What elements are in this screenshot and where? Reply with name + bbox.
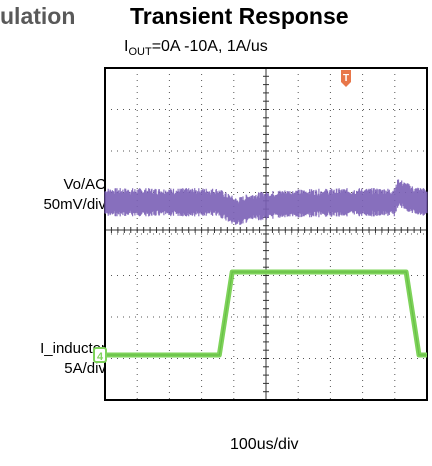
channel-4-marker: 4 — [93, 347, 107, 363]
page-title: Transient Response — [130, 3, 349, 29]
vout-trace — [104, 179, 428, 225]
trigger-marker: T — [341, 70, 351, 87]
channel-marker-box — [93, 347, 107, 363]
subtitle-subscript: OUT — [128, 46, 152, 58]
test-condition: IOUT=0A -10A, 1A/us — [124, 38, 268, 58]
plot-frame — [104, 67, 428, 401]
subtitle-suffix: =0A -10A, 1A/us — [151, 38, 268, 55]
trigger-marker-letter: T — [343, 73, 349, 84]
inductor-current-trace-core — [105, 271, 427, 356]
vout-channel-label: Vo/AC — [63, 176, 106, 193]
cut-off-title: ulation — [0, 3, 76, 29]
inductor-channel-label: I_inductor — [40, 340, 106, 357]
trigger-marker-shape — [341, 70, 351, 87]
subtitle-prefix: I — [124, 38, 129, 55]
inductor-scale-label: 5A/div — [64, 360, 106, 377]
time-scale-label: 100us/div — [230, 436, 299, 453]
vout-scale-label: 50mV/div — [43, 196, 106, 213]
channel-marker-number: 4 — [97, 351, 104, 363]
